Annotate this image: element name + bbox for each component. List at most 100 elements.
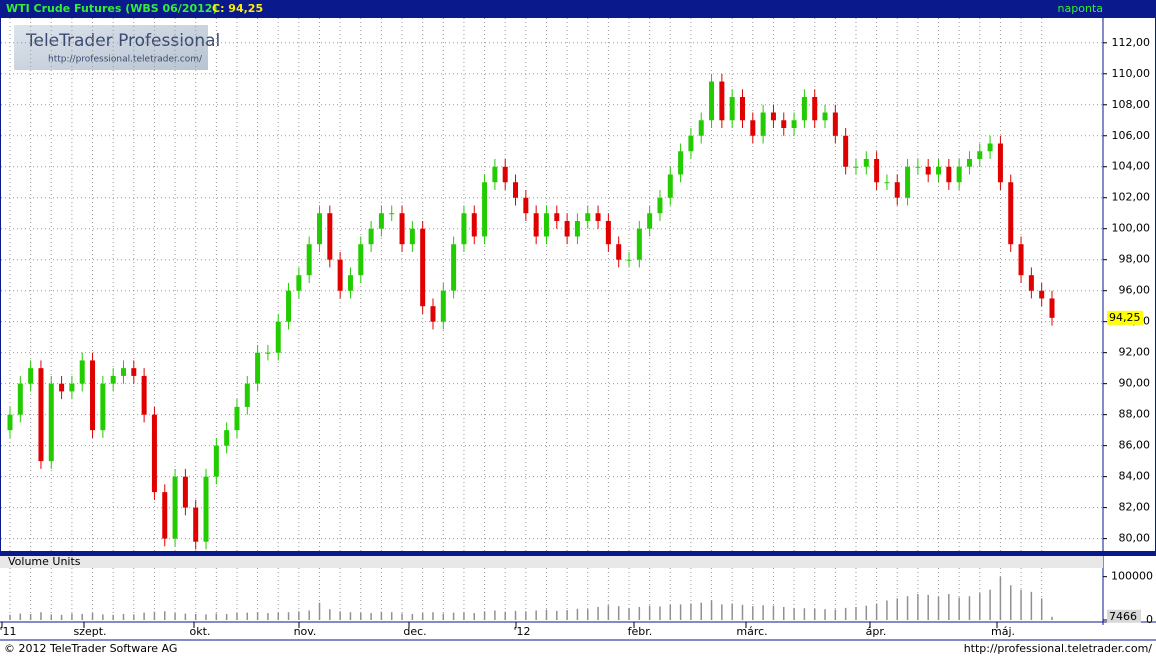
volume-tick-label: 0: [1146, 613, 1153, 626]
last-volume-box: [1107, 609, 1141, 623]
y-tick-label: 106,00: [1112, 129, 1151, 142]
logo-name: TeleTrader Professional: [25, 31, 220, 51]
logo-url: http://professional.teletrader.com/: [48, 55, 203, 65]
candle-body: [502, 166, 508, 183]
candle-body: [1039, 290, 1045, 299]
candle-body: [915, 166, 921, 168]
candle-body: [244, 383, 250, 407]
candle-body: [131, 368, 137, 376]
last-volume-label: 7466: [1109, 610, 1137, 623]
candle-body: [482, 182, 488, 237]
candle-body: [739, 97, 745, 121]
candle-body: [698, 120, 704, 136]
y-tick-label: 88,00: [1119, 408, 1151, 421]
candle-body: [100, 383, 106, 431]
candle-body: [966, 158, 972, 167]
plot: 80,0082,0084,0086,0088,0090,0092,0094,00…: [0, 18, 1153, 638]
volume-tick-label: 100000: [1111, 570, 1153, 583]
candle-body: [409, 228, 415, 245]
candle-body: [151, 414, 157, 493]
candle-body: [275, 321, 281, 353]
candle-body: [554, 213, 560, 221]
candle-body: [719, 81, 725, 121]
x-tick-label: szept.: [73, 625, 106, 638]
candle-body: [832, 112, 838, 136]
candle-body: [770, 112, 776, 121]
candle-body: [59, 383, 65, 392]
candle-body: [709, 81, 715, 121]
candle-body: [451, 244, 457, 291]
candle-body: [203, 476, 209, 542]
y-tick-label: 86,00: [1119, 439, 1151, 452]
candle-body: [234, 406, 240, 431]
x-tick-label: '12: [513, 625, 530, 638]
candle-body: [162, 492, 168, 539]
candle-body: [172, 476, 178, 539]
x-tick-label: febr.: [628, 625, 653, 638]
y-tick-label: 104,00: [1112, 160, 1151, 173]
candle-body: [1008, 182, 1014, 245]
candle-body: [853, 166, 859, 168]
candle-body: [347, 275, 353, 291]
candle-body: [90, 360, 96, 431]
candle-body: [874, 158, 880, 183]
candle-body: [523, 197, 529, 214]
candle-body: [688, 135, 694, 152]
x-tick-label: ápr.: [866, 625, 887, 638]
period: naponta: [1058, 2, 1103, 15]
candle-body: [182, 476, 188, 508]
candle-body: [750, 120, 756, 136]
x-tick-label: okt.: [190, 625, 211, 638]
y-tick-label: 102,00: [1112, 191, 1151, 204]
candle-body: [595, 213, 601, 221]
candle-body: [626, 259, 632, 261]
candle-body: [1049, 298, 1055, 318]
candle-body: [936, 166, 942, 175]
last-price-label: 94,25: [1109, 311, 1141, 324]
candle-body: [657, 197, 663, 214]
y-tick-label: 110,00: [1112, 67, 1151, 80]
close-text: C: 94,25: [212, 2, 263, 15]
footer-url: http://professional.teletrader.com/: [964, 642, 1153, 655]
candle-body: [193, 507, 199, 542]
candle-body: [286, 290, 292, 322]
candle-body: [636, 228, 642, 260]
candle-body: [564, 220, 570, 237]
y-tick-label: 90,00: [1119, 377, 1151, 390]
candle-body: [265, 352, 271, 354]
candle-body: [791, 120, 797, 129]
candle-body: [141, 375, 147, 415]
candle-body: [327, 213, 333, 260]
candle-body: [28, 368, 34, 384]
candle-body: [306, 244, 312, 276]
y-tick-label: 80,00: [1119, 532, 1151, 545]
candle-body: [956, 166, 962, 183]
candle-body: [760, 112, 766, 136]
candle-body: [513, 182, 519, 198]
candle-body: [368, 228, 374, 245]
candle-body: [492, 166, 498, 183]
candle-body: [533, 213, 539, 237]
candle-body: [399, 213, 405, 245]
candle-body: [585, 213, 591, 221]
last-price-box: [1107, 310, 1143, 325]
candle-body: [543, 213, 549, 237]
candle-body: [987, 143, 993, 152]
pane-separator: [0, 551, 1156, 556]
candle-body: [296, 275, 302, 291]
candle-body: [884, 182, 890, 184]
candle-body: [863, 158, 869, 167]
candle-body: [781, 120, 787, 129]
candle-body: [337, 259, 343, 291]
candle-body: [678, 151, 684, 175]
candle-body: [977, 151, 983, 159]
candle-body: [1028, 275, 1034, 291]
header-bar: [0, 0, 1156, 17]
candle-body: [461, 213, 467, 245]
candle-body: [378, 213, 384, 229]
chart-title: WTI Crude Futures (WBS 06/2012): [6, 2, 217, 15]
x-tick-label: máj.: [991, 625, 1015, 638]
y-tick-label: 112,00: [1112, 36, 1151, 49]
candle-body: [389, 213, 395, 215]
